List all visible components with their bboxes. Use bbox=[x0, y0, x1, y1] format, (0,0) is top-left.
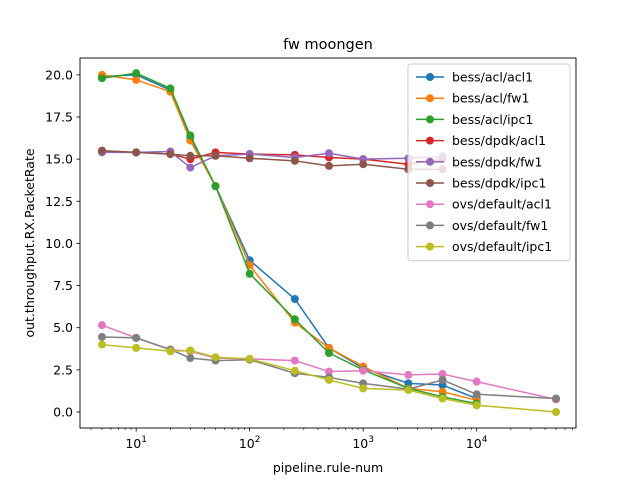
data-point bbox=[325, 348, 334, 357]
data-point bbox=[245, 154, 254, 163]
data-point bbox=[166, 347, 175, 356]
legend-item-bess-dpdk-fw1: bess/dpdk/fw1 bbox=[416, 154, 542, 169]
data-point bbox=[438, 375, 447, 384]
data-point bbox=[290, 315, 299, 324]
data-point bbox=[186, 151, 195, 160]
data-point bbox=[325, 367, 334, 376]
data-point bbox=[132, 333, 141, 342]
data-point bbox=[132, 75, 141, 84]
legend-item-ovs-default-ipc1: ovs/default/ipc1 bbox=[416, 239, 552, 254]
legend-marker bbox=[426, 200, 434, 209]
data-point bbox=[98, 340, 106, 349]
data-point bbox=[472, 390, 481, 399]
legend-label: bess/dpdk/acl1 bbox=[452, 133, 546, 148]
legend-item-ovs-default-acl1: ovs/default/acl1 bbox=[416, 197, 552, 212]
data-point bbox=[290, 356, 299, 365]
legend-marker bbox=[426, 179, 434, 187]
data-point bbox=[404, 370, 413, 379]
data-point bbox=[290, 295, 299, 304]
legend-marker bbox=[426, 221, 434, 230]
data-point bbox=[552, 407, 561, 416]
data-point bbox=[290, 366, 299, 375]
data-point bbox=[290, 156, 299, 165]
legend-item-bess-acl-fw1: bess/acl/fw1 bbox=[416, 91, 529, 106]
x-tick-label: 101 bbox=[125, 435, 147, 451]
y-tick-label: 17.5 bbox=[45, 109, 73, 124]
y-tick-label: 0.0 bbox=[53, 404, 73, 419]
data-point bbox=[211, 353, 220, 362]
data-point bbox=[166, 150, 175, 159]
data-point bbox=[211, 182, 220, 191]
data-point bbox=[98, 74, 106, 83]
legend-label: bess/dpdk/fw1 bbox=[452, 154, 542, 169]
legend-item-bess-dpdk-acl1: bess/dpdk/acl1 bbox=[416, 133, 546, 148]
data-point bbox=[186, 346, 195, 355]
data-point bbox=[186, 163, 195, 172]
legend-item-ovs-default-fw1: ovs/default/fw1 bbox=[416, 218, 548, 233]
legend-marker bbox=[426, 94, 434, 103]
legend-marker bbox=[426, 136, 434, 145]
legend-item-bess-acl-ipc1: bess/acl/ipc1 bbox=[416, 112, 533, 127]
y-axis-label: out.throughput.RX.PacketRate bbox=[22, 148, 37, 337]
legend-label: bess/acl/ipc1 bbox=[452, 112, 533, 127]
data-point bbox=[98, 146, 106, 155]
axis-ticks: 101 102 103 104 0.0 2.5 5.0 7.5 10.0 12.5 15.0 17.5… bbox=[45, 67, 573, 451]
y-tick-label: 2.5 bbox=[53, 362, 73, 377]
data-point bbox=[245, 354, 254, 363]
legend-item-bess-acl-acl1: bess/acl/acl1 bbox=[416, 70, 533, 85]
series-line bbox=[101, 74, 477, 401]
legend-item-bess-dpdk-ipc1: bess/dpdk/ipc1 bbox=[416, 176, 546, 191]
series-line bbox=[101, 74, 477, 400]
legend-marker bbox=[426, 242, 434, 251]
axes-frame bbox=[79, 57, 577, 429]
data-point bbox=[404, 386, 413, 395]
data-point bbox=[132, 69, 141, 78]
y-tick-label: 10.0 bbox=[45, 236, 73, 251]
y-tick-label: 12.5 bbox=[45, 194, 73, 209]
legend-label: ovs/default/fw1 bbox=[452, 218, 548, 233]
legend: bess/acl/acl1 bess/acl/fw1 bess/acl/ipc1 be… bbox=[407, 63, 571, 262]
x-tick-label: 103 bbox=[352, 435, 374, 451]
series-line bbox=[101, 72, 477, 405]
data-point bbox=[325, 149, 334, 158]
data-point bbox=[438, 370, 447, 379]
legend-label: ovs/default/ipc1 bbox=[452, 239, 552, 254]
legend-label: bess/acl/acl1 bbox=[452, 70, 533, 85]
y-tick-label: 7.5 bbox=[53, 278, 73, 293]
data-point bbox=[359, 384, 368, 393]
x-tick-label: 104 bbox=[466, 435, 488, 451]
data-point bbox=[359, 366, 368, 375]
legend-label: bess/acl/fw1 bbox=[452, 91, 529, 106]
data-point bbox=[98, 321, 106, 330]
data-point bbox=[552, 394, 561, 403]
y-tick-label: 5.0 bbox=[53, 320, 73, 335]
x-axis-label: pipeline.rule-num bbox=[273, 460, 383, 475]
y-tick-label: 20.0 bbox=[45, 67, 73, 82]
chart-title: fw moongen bbox=[283, 37, 373, 53]
data-point bbox=[132, 148, 141, 157]
legend-label: ovs/default/acl1 bbox=[452, 197, 552, 212]
data-point bbox=[325, 161, 334, 170]
data-point bbox=[472, 401, 481, 410]
series-ovs-default-ipc1 bbox=[98, 340, 561, 416]
legend-label: bess/dpdk/ipc1 bbox=[452, 176, 546, 191]
x-tick-label: 102 bbox=[239, 435, 261, 451]
legend-marker bbox=[426, 157, 434, 166]
data-point bbox=[245, 269, 254, 278]
y-tick-label: 15.0 bbox=[45, 152, 73, 167]
data-point bbox=[186, 131, 195, 140]
data-point bbox=[472, 377, 481, 386]
data-point bbox=[166, 84, 175, 93]
data-point bbox=[98, 332, 106, 341]
legend-marker bbox=[426, 115, 434, 124]
legend-box bbox=[407, 63, 571, 262]
data-point bbox=[438, 394, 447, 403]
data-point bbox=[359, 160, 368, 169]
data-point bbox=[132, 343, 141, 352]
data-point bbox=[325, 375, 334, 384]
legend-marker bbox=[426, 73, 434, 81]
data-point bbox=[211, 151, 220, 160]
data-point bbox=[186, 354, 195, 363]
